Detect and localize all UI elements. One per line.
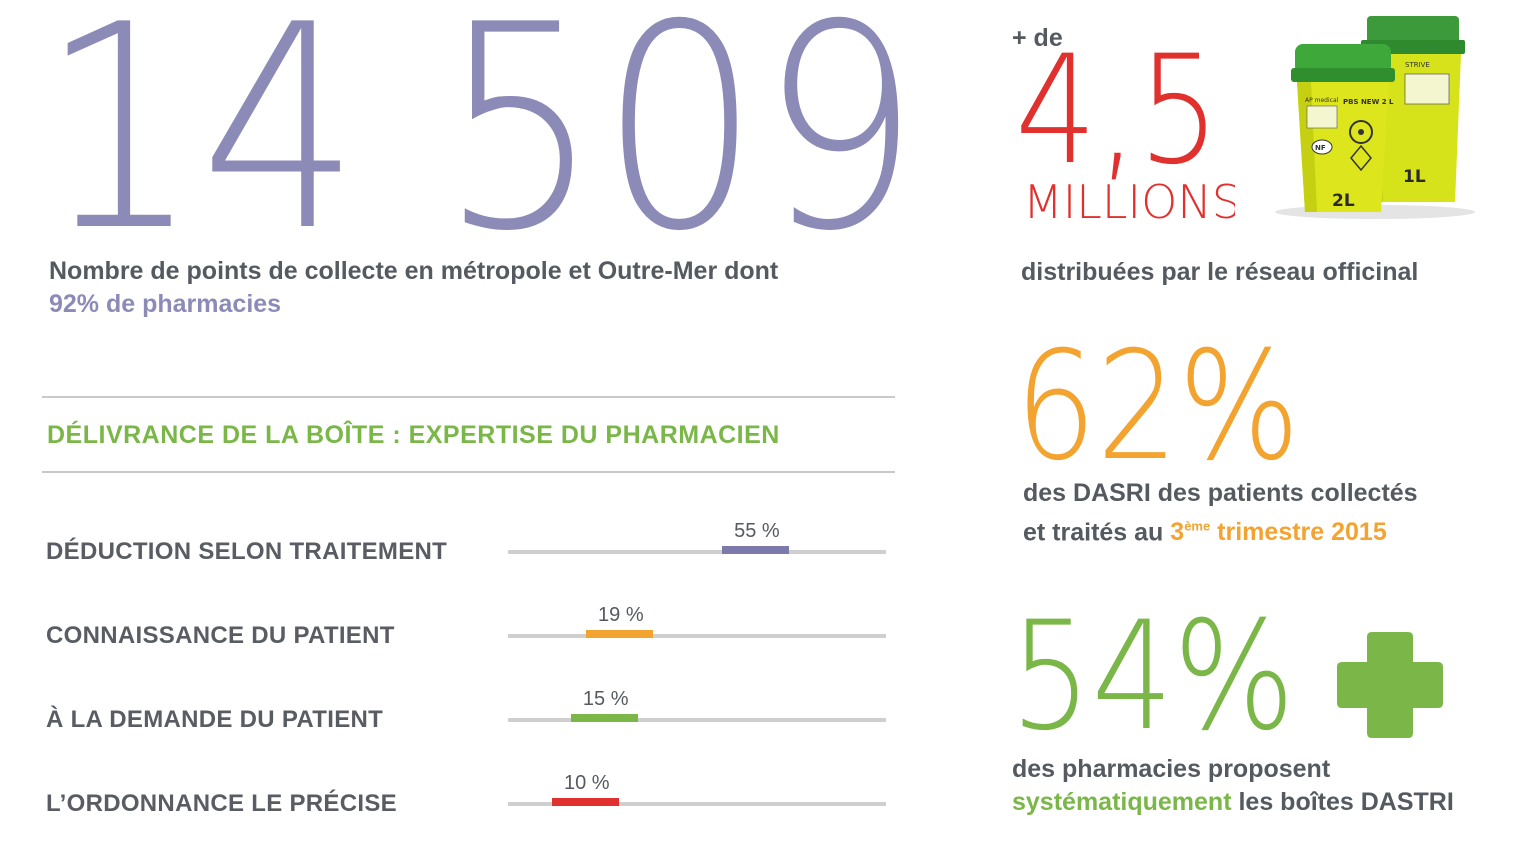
big-number-desc-text: Nombre de points de collecte en métropol… — [49, 257, 779, 285]
stat-54-number-text: 54% — [1010, 610, 1295, 740]
millions-prefix: + de — [1012, 24, 1063, 52]
bar-percent-label: 15 % — [582, 688, 629, 710]
section-title: DÉLIVRANCE DE LA BOÎTE : EXPERTISE DU PH… — [47, 421, 780, 449]
bar-percent-label: 10 % — [564, 772, 610, 794]
bar-label: CONNAISSANCE DU PATIENT — [46, 622, 395, 649]
stat-62-desc-line1: des DASRI des patients collectés — [1023, 479, 1418, 507]
stat-54-description: des pharmacies proposent systématiquemen… — [1012, 753, 1512, 819]
bar-label: DÉDUCTION SELON TRAITEMENT — [46, 538, 448, 565]
stat-62-desc-highlight-num: 3 — [1170, 518, 1185, 547]
millions-description: distribuées par le réseau officinal — [1021, 258, 1419, 286]
bar-fill — [586, 630, 654, 638]
stat-54-number: 54% — [1010, 610, 1295, 740]
bar-label: À LA DEMANDE DU PATIENT — [46, 706, 384, 733]
hazard-diamond-icon — [1350, 144, 1372, 172]
pharmacy-cross-icon — [1337, 632, 1443, 738]
nf-mark: NF — [1315, 144, 1326, 152]
box2-model: PBS NEW 2 L — [1343, 98, 1394, 106]
millions-number: 4,5 MILLIONS — [1015, 40, 1235, 229]
stat-62-desc-highlight: 3ème trimestre 2015 — [1170, 518, 1386, 546]
box2-label: 2L — [1332, 191, 1355, 211]
bar-label: L’ORDONNANCE LE PRÉCISE — [46, 790, 397, 817]
bar-percent-label: 55 % — [734, 520, 780, 542]
millions-number-text: 4,5 — [1015, 40, 1220, 198]
box1-brand: STRIVE — [1405, 61, 1430, 69]
big-number-desc-highlight: 92% de pharmacies — [49, 290, 282, 318]
bar-track — [508, 550, 886, 554]
bar-percent-label: 19 % — [598, 604, 644, 626]
stat-54-desc-highlight: systématiquement — [1012, 788, 1232, 816]
stat-62-number-text: 62% — [1015, 340, 1300, 470]
bar-track — [508, 718, 886, 722]
big-number-text: 14 509 — [40, 0, 920, 240]
bar-fill — [571, 714, 639, 722]
box1-label: 1L — [1403, 167, 1426, 187]
section-divider-bottom — [42, 471, 895, 473]
millions-unit: MILLIONS — [1023, 175, 1235, 229]
stat-62-desc-line2: et traités au 3ème trimestre 2015 — [1023, 510, 1503, 549]
stat-62-description: des DASRI des patients collectés et trai… — [1023, 477, 1503, 549]
bar-track — [508, 634, 886, 638]
sharps-boxes-image: STRIVE 1L AP medical PBS NEW 2 L NF 2L — [1275, 16, 1475, 219]
stat-54-desc-rest: les boîtes DASTRI — [1231, 788, 1454, 816]
stat-62-desc-line2-pre: et traités au — [1023, 518, 1164, 547]
biohazard-icon — [1349, 120, 1373, 144]
stat-62-desc-highlight-sup: ème — [1184, 519, 1211, 534]
stat-54-desc-line1: des pharmacies proposent — [1012, 755, 1331, 783]
big-number: 14 509 — [40, 0, 920, 240]
bar-fill — [722, 546, 790, 554]
stat-54-desc-line2: systématiquement les boîtes DASTRI — [1012, 786, 1512, 819]
stat-62-number: 62% — [1015, 340, 1300, 470]
box2-brand: AP medical — [1305, 97, 1339, 104]
bar-track — [508, 802, 886, 806]
big-number-description: Nombre de points de collecte en métropol… — [49, 255, 929, 321]
section-divider-top — [42, 396, 895, 398]
stat-62-desc-highlight-rest: trimestre 2015 — [1210, 518, 1387, 547]
bar-fill — [552, 798, 620, 806]
